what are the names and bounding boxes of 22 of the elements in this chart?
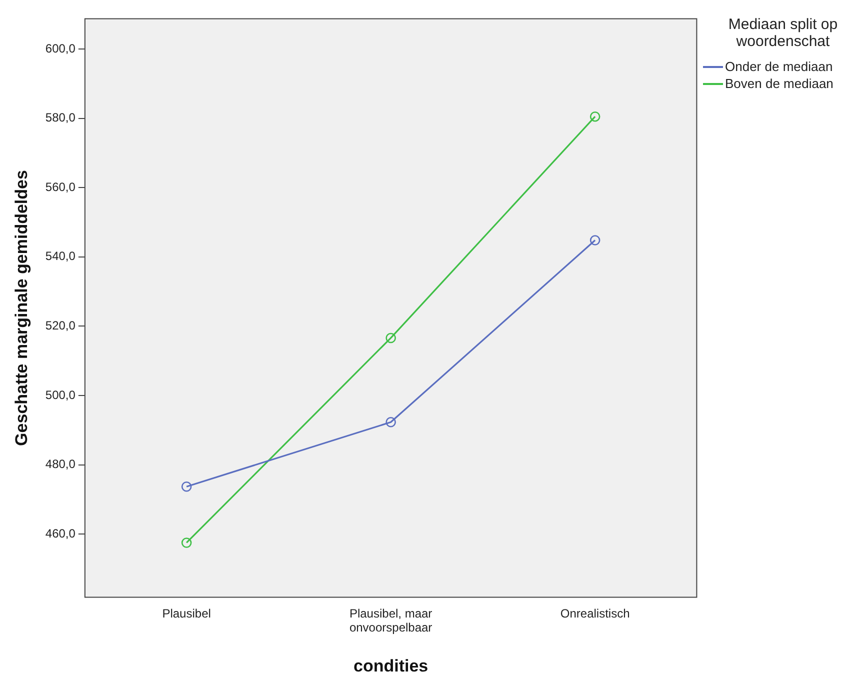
- x-tick-label: Plausibel: [162, 606, 211, 620]
- y-tick-label: 560,0: [45, 180, 76, 194]
- point: [590, 111, 600, 122]
- y-tick-label: 460,0: [45, 526, 76, 540]
- y-tick-label: 480,0: [45, 457, 76, 472]
- point: [181, 538, 192, 548]
- y-tick-label: 500,0: [45, 388, 76, 402]
- y-tick-label: 520,0: [45, 318, 76, 332]
- x-axis-title: condities: [354, 656, 428, 676]
- x-tick-label: Onrealistisch: [560, 606, 630, 620]
- y-tick-label: 600,0: [45, 41, 76, 56]
- point: [386, 417, 396, 428]
- legend-title: Mediaan split op woordenschat: [727, 16, 839, 50]
- x-tick-label: Plausibel, maar onvoorspelbaar: [349, 606, 432, 635]
- legend-label: Onder de mediaan: [725, 59, 833, 74]
- point: [181, 481, 192, 492]
- y-tick-label: 540,0: [45, 249, 76, 264]
- y-axis-title: Geschatte marginale gemiddeldes: [12, 170, 31, 446]
- point: [590, 235, 600, 246]
- point: [386, 332, 396, 344]
- legend-label: Boven de mediaan: [725, 76, 834, 91]
- y-tick-label: 580,0: [45, 110, 76, 125]
